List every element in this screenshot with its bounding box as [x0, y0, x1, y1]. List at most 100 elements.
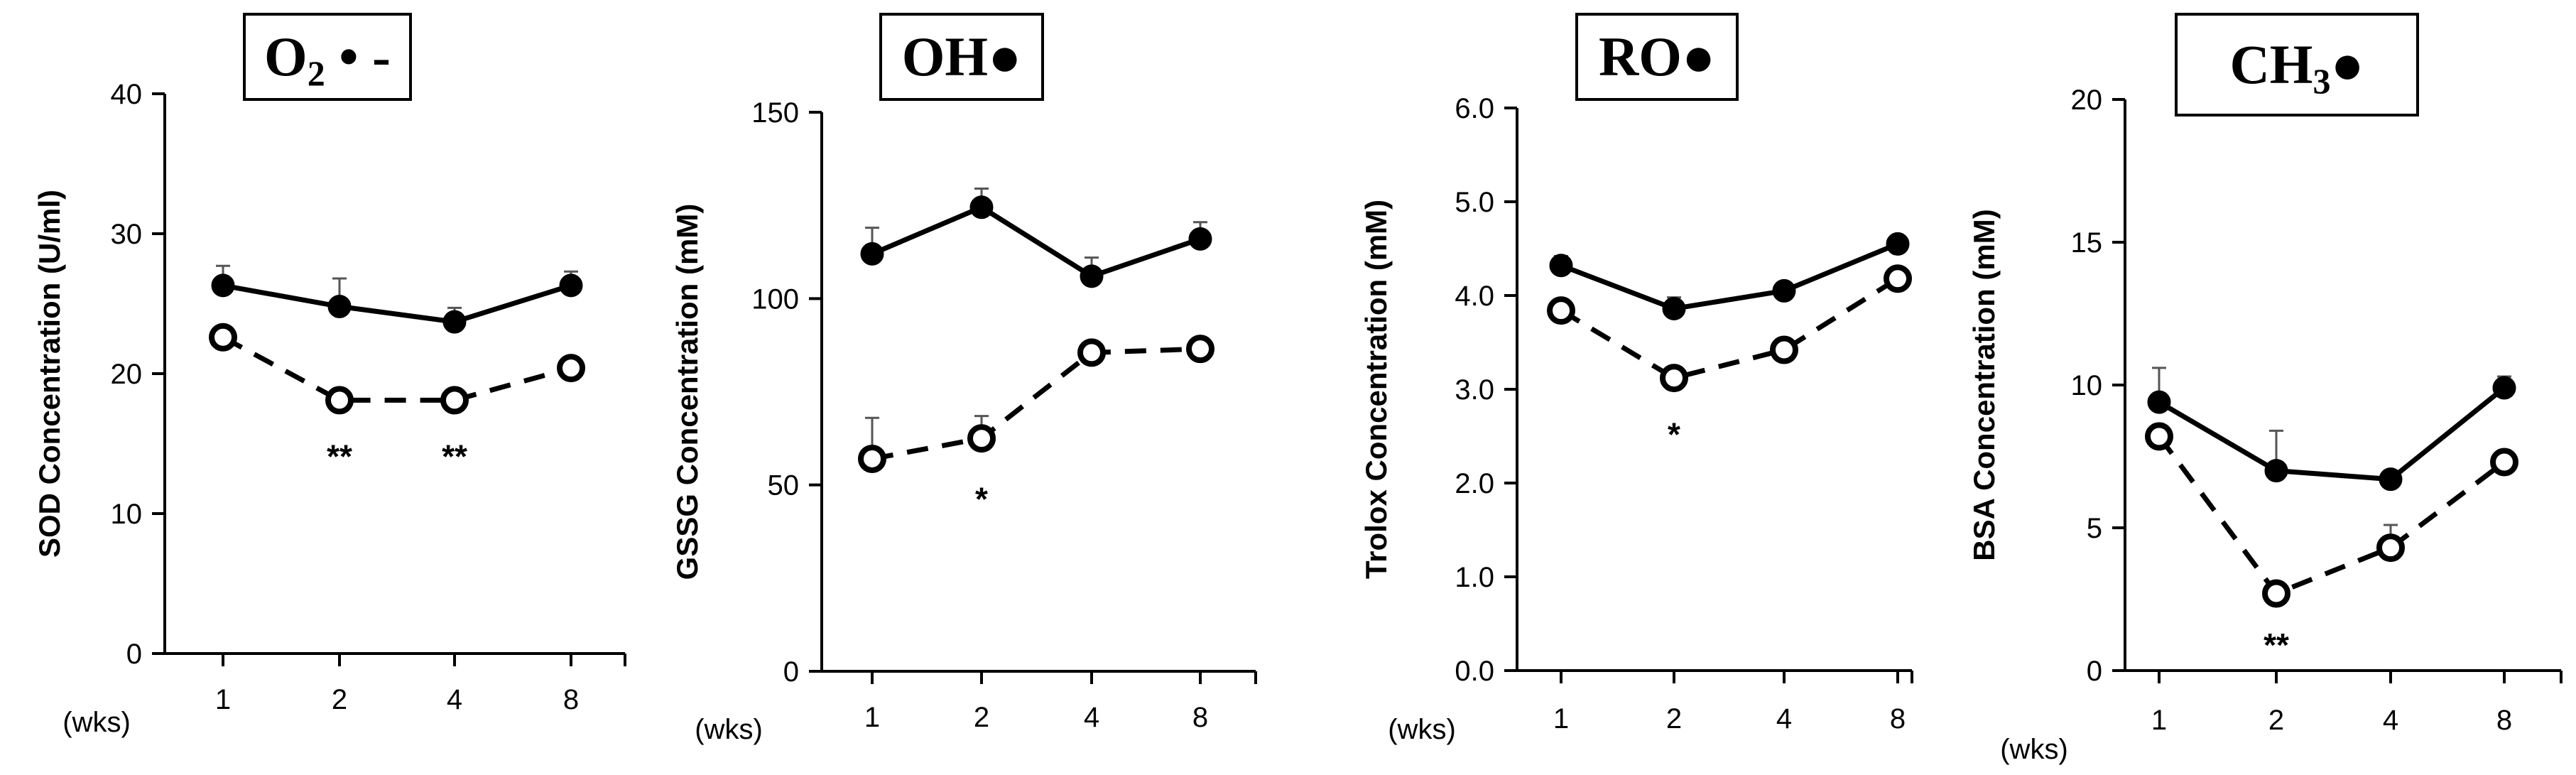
data-point-filled [2379, 467, 2403, 492]
chart-title-main: RO● [1599, 26, 1715, 87]
chart-title-suffix: ● [2330, 33, 2364, 95]
data-point-filled [211, 273, 235, 298]
x-tick-label: 1 [1553, 703, 1569, 735]
x-tick-label: 1 [2151, 705, 2167, 736]
series-line-filled [1560, 242, 1899, 312]
significance-marker: ** [442, 438, 467, 475]
y-tick-label: 5.0 [1455, 187, 1494, 218]
data-point-filled [2147, 390, 2171, 414]
y-axis-label: GSSG Concentration (mM) [670, 204, 704, 580]
y-axis-label: Trolox Concentration (mM) [1359, 200, 1393, 579]
chart-title: OH● [902, 26, 1021, 87]
y-tick-label: 3.0 [1455, 374, 1494, 406]
data-point-filled [1188, 227, 1212, 251]
chart-title-main: O [264, 26, 308, 87]
x-tick-label: 1 [864, 702, 880, 733]
y-tick-label: 50 [768, 470, 800, 502]
y-tick-label: 5 [2087, 513, 2102, 544]
title-box [879, 13, 1044, 101]
data-point-filled [559, 273, 583, 298]
data-point-filled [1662, 296, 1686, 320]
chart-panel-1: 0 10 20 30 40 1 2 4 8 (wks) SOD Concentration (U/m… [33, 13, 626, 738]
chart-panel-3: 0.0 1.0 2.0 3.0 4.0 5.0 6.0 1 2 4 8 (wks) Trolox Con… [1359, 13, 1913, 745]
data-point-open [2145, 422, 2173, 451]
x-unit-label: (wks) [63, 707, 131, 738]
data-point-open [557, 354, 585, 383]
data-point-open [1884, 264, 1912, 293]
chart-title: RO● [1599, 26, 1715, 87]
y-tick-label: 2.0 [1455, 468, 1494, 499]
title-box [243, 13, 412, 101]
series-line-open [222, 335, 572, 403]
y-tick-label: 6.0 [1455, 93, 1494, 124]
y-tick-label: 0 [783, 656, 799, 688]
data-point-open [2376, 533, 2405, 563]
x-tick-label: 8 [563, 684, 579, 715]
x-tick-label: 1 [215, 684, 231, 715]
y-tick-label: 20 [111, 359, 143, 390]
y-tick-label: 15 [2071, 227, 2103, 259]
significance-marker: * [1668, 416, 1680, 452]
chart-title: O2 • - [264, 26, 391, 93]
x-tick-label: 2 [974, 702, 989, 733]
chart-title-subscript: 2 [308, 53, 325, 93]
data-point-filled [2264, 459, 2288, 483]
data-point-open [2262, 579, 2290, 608]
y-tick-label: 100 [751, 283, 799, 315]
data-point-open [858, 444, 886, 473]
y-axis-label: BSA Concentration (mM) [1967, 209, 2001, 560]
significance-marker: ** [327, 438, 352, 475]
y-tick-label: 10 [2071, 370, 2103, 401]
y-tick-label: 1.0 [1455, 562, 1494, 593]
title-box [2175, 13, 2419, 116]
series-line-filled [222, 283, 572, 325]
y-tick-label: 4.0 [1455, 281, 1494, 312]
y-tick-label: 30 [111, 219, 143, 250]
x-tick-label: 8 [1890, 703, 1906, 735]
data-point-filled [327, 294, 352, 318]
data-point-open [1077, 338, 1106, 367]
data-point-open [967, 424, 996, 453]
data-point-filled [2492, 376, 2516, 400]
x-tick-label: 4 [2383, 705, 2398, 736]
series-line-filled [871, 204, 1202, 279]
data-point-open [2490, 448, 2518, 477]
significance-marker: ** [2263, 627, 2289, 663]
x-unit-label: (wks) [2000, 734, 2068, 765]
data-point-open [1660, 364, 1688, 393]
data-point-filled [969, 195, 994, 220]
x-tick-label: 2 [2268, 705, 2284, 736]
x-tick-label: 4 [1084, 702, 1099, 733]
x-tick-label: 4 [1776, 703, 1792, 735]
chart-title-main: OH● [902, 26, 1021, 87]
x-tick-label: 8 [1192, 702, 1208, 733]
y-tick-label: 0 [2087, 656, 2102, 687]
x-tick-label: 4 [447, 684, 462, 715]
y-tick-label: 0.0 [1455, 656, 1494, 687]
y-tick-label: 0 [126, 639, 142, 670]
x-tick-label: 8 [2496, 705, 2512, 736]
x-tick-label: 2 [332, 684, 347, 715]
data-point-filled [1549, 254, 1573, 278]
x-tick-label: 2 [1666, 703, 1682, 735]
data-point-filled [860, 242, 884, 266]
chart-panel-2: 0 50 100 150 1 2 4 8 (wks) GSSG Concentration (mM… [670, 13, 1257, 745]
y-tick-label: 150 [751, 97, 799, 129]
data-point-open [440, 386, 469, 415]
chart-title-suffix: • - [325, 26, 391, 87]
data-point-open [1770, 335, 1798, 364]
data-point-open [209, 323, 237, 352]
x-unit-label: (wks) [1388, 714, 1456, 745]
x-unit-label: (wks) [695, 714, 763, 745]
y-tick-label: 40 [111, 79, 143, 110]
data-point-filled [1886, 232, 1910, 256]
significance-marker: * [975, 480, 988, 517]
series-line-open [2157, 435, 2506, 597]
data-point-filled [1772, 278, 1796, 303]
y-axis-label: SOD Concentration (U/ml) [33, 190, 66, 558]
data-point-open [1547, 296, 1575, 325]
title-box [1575, 13, 1739, 101]
chart-title-subscript: 3 [2313, 61, 2330, 101]
